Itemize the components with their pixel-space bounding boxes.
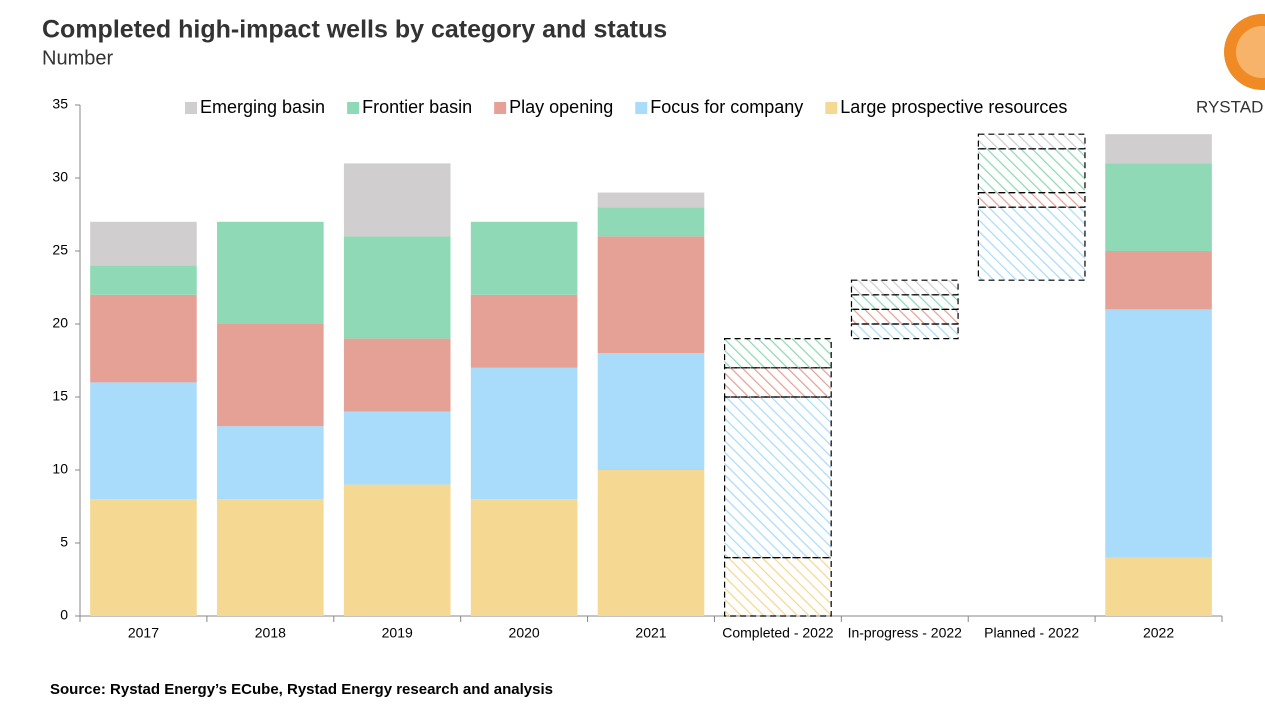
brand-logo-inner — [1236, 26, 1265, 78]
y-tick-label: 15 — [52, 388, 68, 404]
bar-segment — [597, 470, 705, 616]
legend-label: Play opening — [509, 97, 613, 117]
bar-segment — [977, 133, 1086, 150]
bar-segment — [217, 221, 324, 324]
bar-segment — [1105, 134, 1212, 164]
bar-segment — [977, 148, 1086, 194]
bar-segment — [723, 556, 832, 617]
y-tick-label: 10 — [52, 461, 68, 477]
bar-segment — [597, 207, 705, 237]
bar-segment — [343, 236, 451, 339]
y-tick-label: 30 — [52, 169, 68, 185]
bar-segment — [723, 396, 832, 559]
bar-segment — [1105, 309, 1212, 558]
legend-swatch — [494, 102, 507, 114]
bar-segment — [850, 279, 959, 296]
y-tick-label: 20 — [52, 315, 68, 331]
bar-segment — [90, 265, 197, 295]
x-tick-label: 2017 — [128, 625, 159, 641]
bar-segment — [217, 426, 324, 500]
y-tick-label: 0 — [60, 607, 68, 623]
bar-segment — [343, 484, 451, 616]
bar-segment — [597, 236, 705, 354]
bar-segment — [90, 382, 197, 500]
bar-segment — [90, 499, 197, 616]
bar-segment — [1105, 251, 1212, 310]
legend-label: Focus for company — [650, 97, 803, 117]
bar-segment — [470, 499, 578, 616]
bar-segment — [90, 221, 197, 266]
bar-segment — [343, 338, 451, 412]
bar-segment — [850, 323, 959, 340]
bar-segment — [977, 192, 1086, 208]
bar-segment — [597, 192, 705, 208]
bar-segment — [343, 163, 451, 237]
y-tick-label: 5 — [60, 534, 68, 550]
bar-segment — [723, 367, 832, 398]
legend-swatch — [825, 102, 838, 114]
bar-segment — [850, 294, 959, 310]
x-tick-label: Completed - 2022 — [722, 625, 834, 641]
legend-swatch — [635, 102, 648, 114]
bar-segment — [217, 499, 324, 616]
bar-segment — [470, 294, 578, 368]
legend-swatch — [185, 102, 197, 114]
bar-segment — [470, 367, 578, 500]
legend-swatch — [347, 102, 360, 114]
chart-title: Completed high-impact wells by category … — [42, 16, 667, 44]
bar-segment — [90, 294, 197, 383]
legend-label: Emerging basin — [200, 97, 325, 117]
bar-segment — [850, 308, 959, 325]
bar-segment — [217, 324, 324, 427]
x-tick-label: 2020 — [509, 625, 540, 641]
y-tick-label: 25 — [52, 242, 68, 258]
x-tick-label: Planned - 2022 — [984, 625, 1079, 641]
bar-segment — [343, 411, 451, 485]
x-tick-label: 2021 — [635, 625, 666, 641]
brand-name: RYSTAD ENERGY — [1196, 97, 1265, 116]
legend-label: Large prospective resources — [840, 97, 1067, 117]
x-tick-label: 2019 — [382, 625, 413, 641]
source-note: Source: Rystad Energy’s ECube, Rystad En… — [50, 681, 553, 698]
x-tick-label: 2018 — [255, 625, 286, 641]
x-tick-label: 2022 — [1143, 625, 1174, 641]
bar-segment — [977, 206, 1086, 281]
bar-segment — [723, 338, 832, 369]
chart-subtitle: Number — [42, 47, 113, 69]
x-tick-label: In-progress - 2022 — [848, 625, 963, 641]
bar-segment — [470, 221, 578, 295]
bar-segment — [1105, 163, 1212, 251]
bar-segment — [597, 353, 705, 470]
y-tick-label: 35 — [52, 96, 68, 112]
bar-segment — [1105, 557, 1212, 616]
legend-label: Frontier basin — [362, 97, 472, 117]
